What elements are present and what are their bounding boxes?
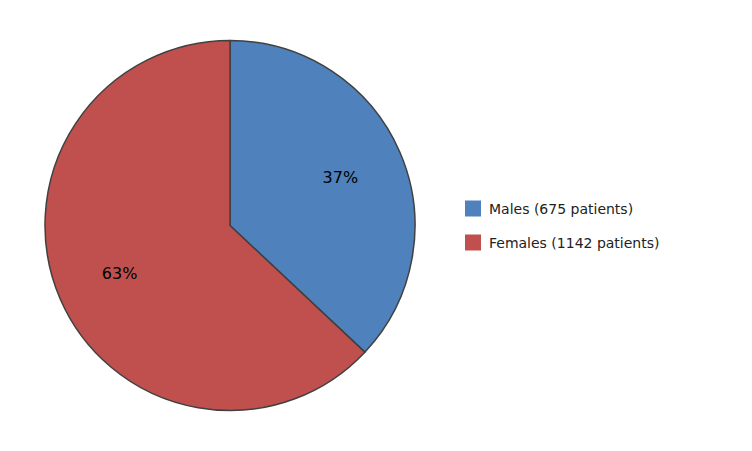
data-labels: 37% 63% [102,168,358,283]
pie-slice [45,41,365,411]
chart-svg: 37% 63% Males (675 patients) Females (1142 … [0,0,752,451]
legend: Males (675 patients) Females (1142 patien… [465,201,659,251]
pie-slices [45,41,415,411]
legend-label: Males (675 patients) [489,201,633,217]
chart-container: 37% 63% Males (675 patients) Females (1142 … [0,0,752,451]
legend-swatch [465,201,481,217]
data-label: 63% [102,264,138,283]
legend-swatch [465,235,481,251]
legend-label: Females (1142 patients) [489,235,659,251]
data-label: 37% [323,168,359,187]
